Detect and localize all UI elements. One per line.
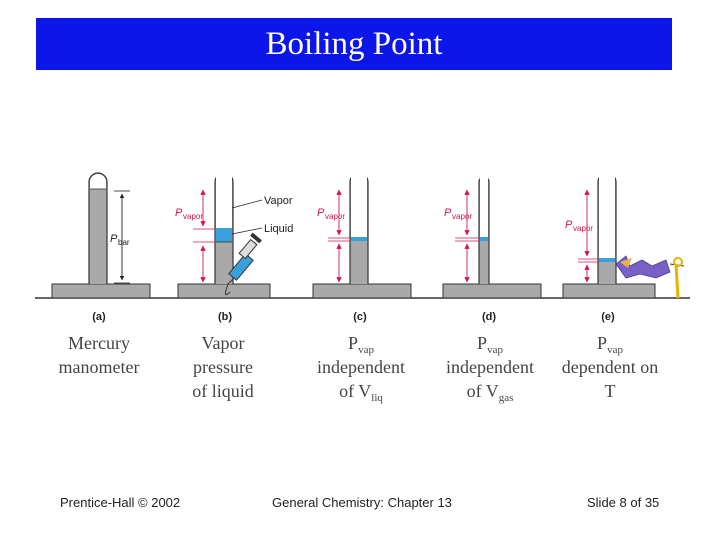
panel-label-b: (b) [218,311,232,323]
caption-mercury-manometer: Mercury manometer [58,333,140,377]
caption-vapor-pressure: Vapor pressure of liquid [192,333,254,401]
svg-text:vapor: vapor [573,224,593,233]
panel-e: P vapor (e) [562,168,685,323]
syringe [224,232,262,296]
panel-b: P vapor Vapor Liquid (b) [175,168,293,323]
svg-text:P: P [317,207,325,219]
svg-text:P: P [110,233,118,245]
svg-text:Liquid: Liquid [264,223,293,235]
caption-pvap-independent-vliq: Pvap independent of Vliq [317,333,405,404]
svg-text:Vapor: Vapor [264,195,293,207]
panel-label-e: (e) [601,311,615,323]
panel-label-a: (a) [92,311,106,323]
panel-c: P vapor (c) [312,168,412,323]
panel-label-c: (c) [353,311,367,323]
caption-pvap-dependent-t: Pvap dependent on T [561,333,659,401]
footer-publisher: Prentice-Hall © 2002 [60,495,181,510]
svg-text:P: P [444,207,452,219]
boiling-point-figure: P bar (a) P vapor Vapor Liquid (b) [35,168,690,323]
footer-slide-number: Slide 8 of 35 [587,495,660,510]
svg-text:vapor: vapor [325,212,345,221]
svg-text:P: P [175,207,183,219]
svg-text:P: P [565,219,573,231]
footer-chapter: General Chemistry: Chapter 13 [272,495,452,510]
slide-title: Boiling Point [36,18,672,70]
panel-label-d: (d) [482,311,496,323]
burner-flame [615,255,685,299]
panel-a: P bar (a) [51,172,151,323]
caption-pvap-independent-vgas: Pvap independent of Vgas [446,333,534,404]
svg-text:vapor: vapor [452,212,472,221]
svg-text:vapor: vapor [183,212,203,221]
panel-d: P vapor (d) [442,168,542,323]
svg-text:bar: bar [118,238,130,247]
